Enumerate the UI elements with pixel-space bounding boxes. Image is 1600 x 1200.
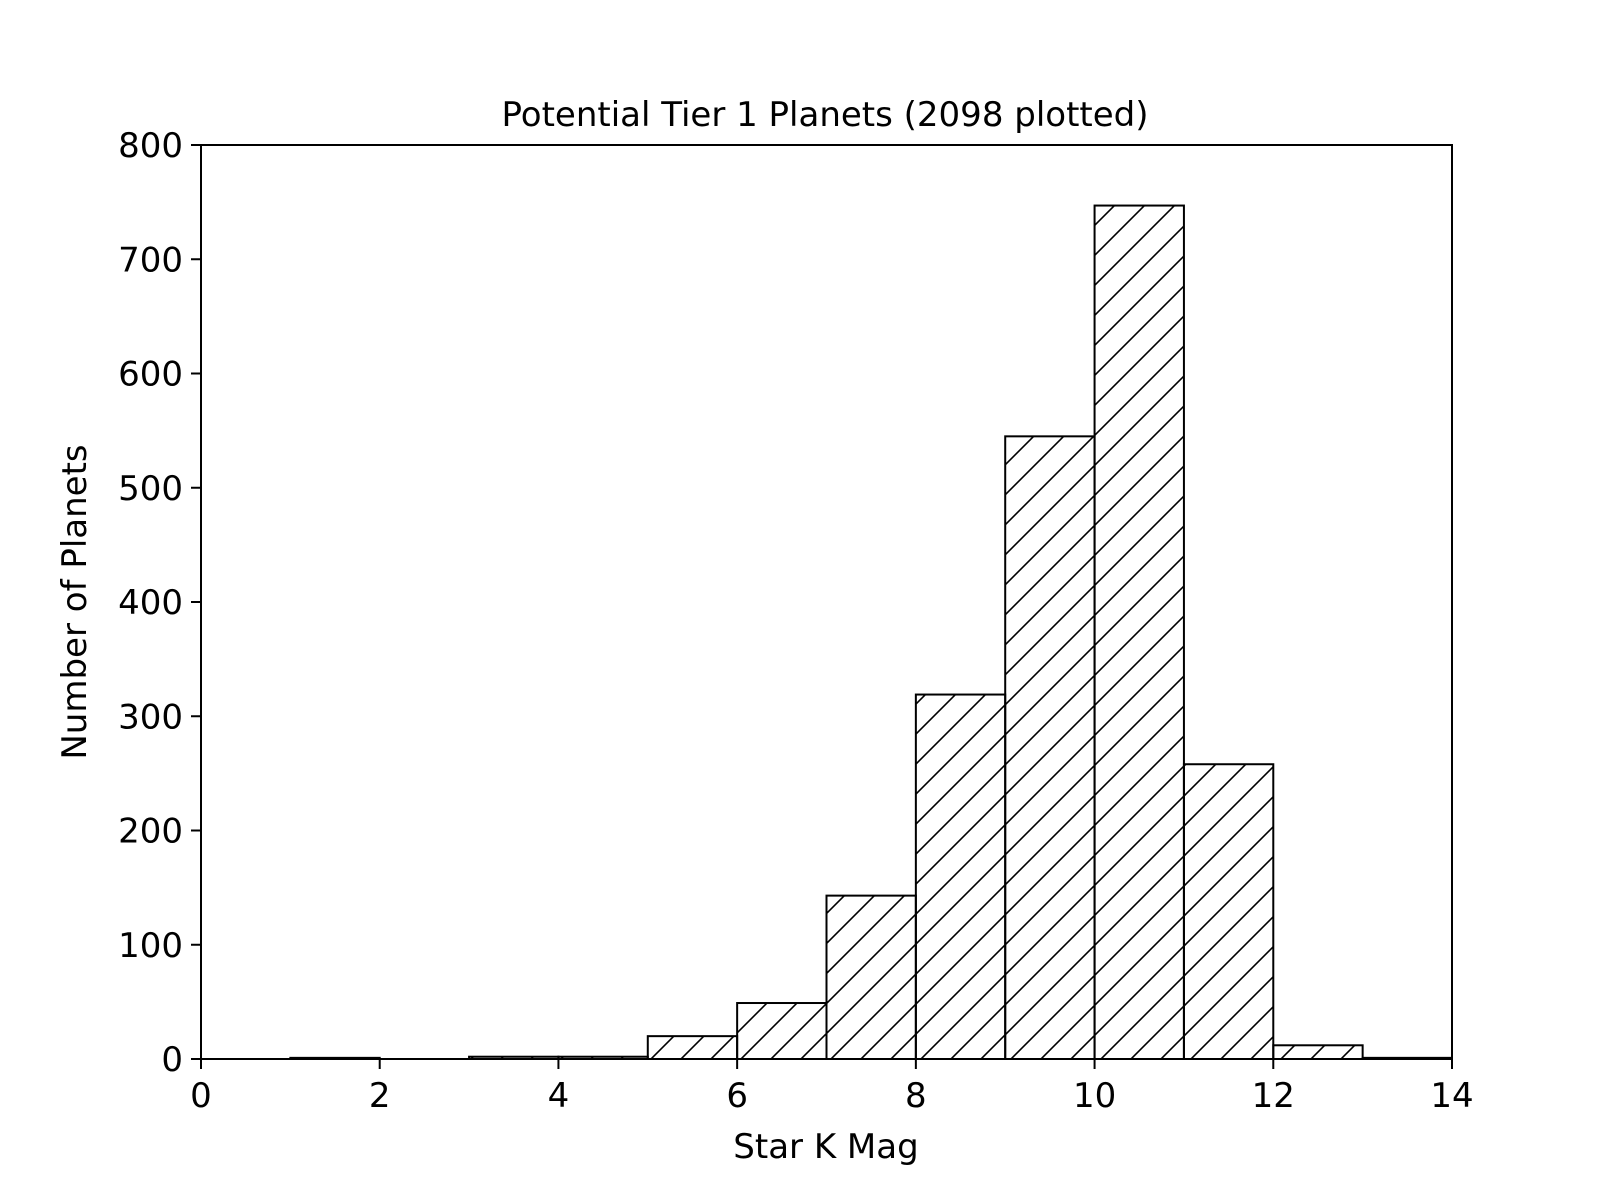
chart-title: Potential Tier 1 Planets (2098 plotted) [501, 95, 1148, 135]
histogram-bar [736, 1002, 828, 1061]
x-tick-label: 2 [369, 1076, 391, 1116]
bars-group [289, 204, 1453, 1061]
y-tick-label: 300 [118, 697, 183, 737]
y-tick-label: 600 [118, 355, 183, 395]
x-tick-label: 14 [1430, 1076, 1473, 1116]
x-tick-label: 6 [726, 1076, 748, 1116]
y-tick-label: 700 [118, 240, 183, 280]
histogram-bar [825, 894, 917, 1060]
x-tick-label: 12 [1252, 1076, 1295, 1116]
histogram-bar [646, 1035, 739, 1061]
histogram-bar [1004, 435, 1096, 1060]
y-axis: 0 100 200 300 400 500 600 700 800 [118, 126, 201, 1080]
x-tick-label: 8 [905, 1076, 927, 1116]
x-tick-label: 4 [548, 1076, 570, 1116]
histogram-bar [1093, 204, 1185, 1061]
y-tick-label: 500 [118, 469, 183, 509]
y-axis-title: Number of Planets [55, 444, 95, 759]
y-tick-label: 800 [118, 126, 183, 166]
x-tick-label: 10 [1073, 1076, 1116, 1116]
histogram-bar [1272, 1044, 1364, 1061]
histogram-bar [1182, 763, 1275, 1060]
y-tick-label: 100 [118, 926, 183, 966]
y-tick-label: 400 [118, 583, 183, 623]
x-axis: 0 2 4 6 8 10 12 14 [190, 1059, 1474, 1116]
y-tick-label: 0 [161, 1040, 183, 1080]
y-tick-label: 200 [118, 812, 183, 852]
histogram-bar [914, 693, 1007, 1060]
x-tick-label: 0 [190, 1076, 212, 1116]
x-axis-title: Star K Mag [733, 1127, 918, 1167]
